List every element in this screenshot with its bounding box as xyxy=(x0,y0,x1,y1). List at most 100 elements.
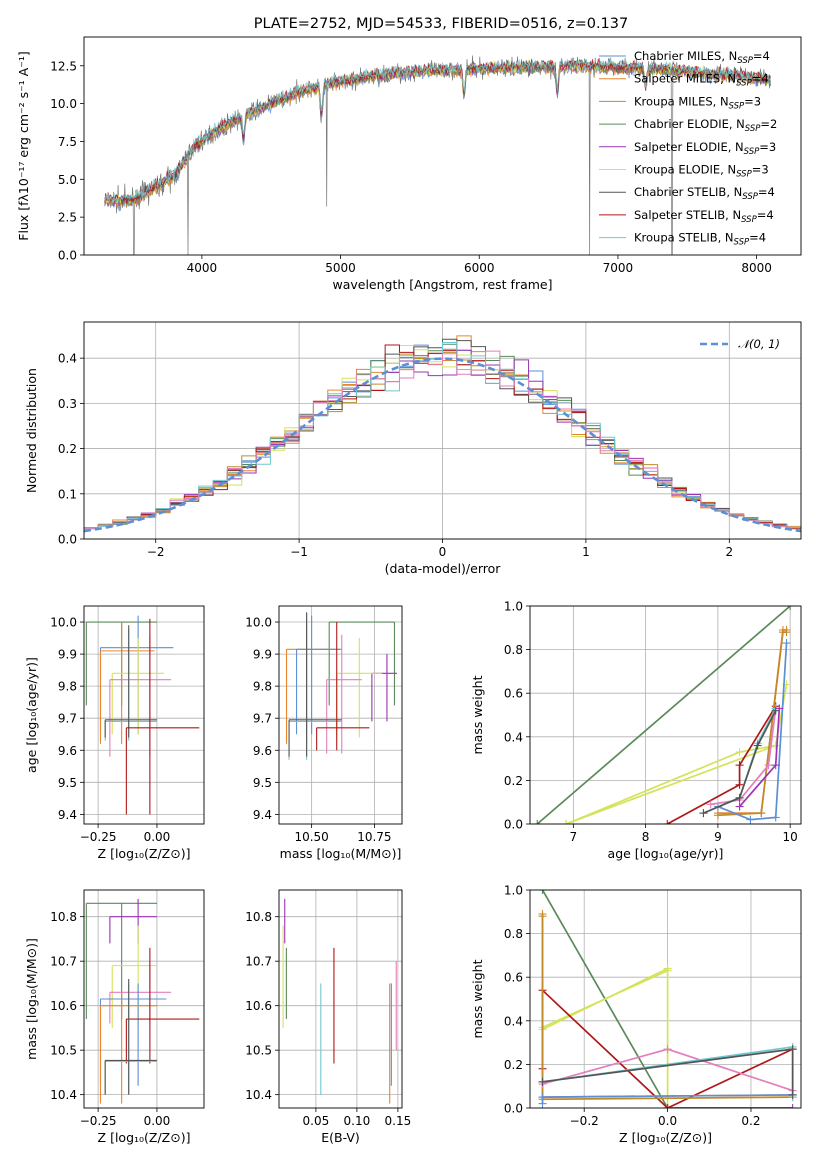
mass-weight-line xyxy=(542,969,668,1029)
age_vs_mass-ytick-label: 9.7 xyxy=(253,712,272,726)
age_vs_Z-plot-area xyxy=(85,615,200,815)
age_vs_Z-ytick-label: 9.4 xyxy=(58,808,77,822)
spectrum-model-line xyxy=(104,58,771,205)
residuals-axes: −2 −1 0 1 2 0.0 0.1 0.2 0.3 0.4 (data-model)/error… xyxy=(24,322,801,576)
mass_vs_Z-xlabel: Z [log₁₀(Z/Z⊙)] xyxy=(98,1130,191,1145)
massweight_vs_Z-plot-area xyxy=(538,890,797,1108)
mass_vs_EBV-ytick-label: 10.4 xyxy=(245,1088,272,1102)
massweight_vs_age-ytick-label: 0.8 xyxy=(504,643,523,657)
mass_vs_EBV-frame xyxy=(278,889,403,1109)
residuals-ytick-label: 0.2 xyxy=(58,442,77,456)
mass_vs_EBV-xlabel: E(B-V) xyxy=(321,1130,360,1145)
mass-weight-line xyxy=(536,606,791,824)
massweight_vs_age-ytick-label: 0.0 xyxy=(504,818,523,832)
residual-histogram xyxy=(84,350,801,539)
mass_vs_EBV-plot-area xyxy=(282,898,397,1104)
spectrum-ytick-label: 10.0 xyxy=(50,97,77,111)
mass_vs_Z-ytick-label: 10.4 xyxy=(50,1088,77,1102)
age_vs_Z-axes: −0.25 0.00 9.4 9.5 9.6 9.7 9.8 9.9 10.0 Z [log₁₀(… xyxy=(24,606,204,861)
legend-entry: Kroupa ELODIE, NSSP=3 xyxy=(634,163,769,180)
mass_vs_EBV-ytick-label: 10.5 xyxy=(245,1044,272,1058)
age_vs_mass-plot-area xyxy=(285,612,397,760)
mass_vs_Z-ytick-label: 10.5 xyxy=(50,1044,77,1058)
massweight_vs_age-xtick-label: 8 xyxy=(642,830,650,844)
spectrum-xtick-label: 4000 xyxy=(187,261,218,275)
residuals-xtick-label: 1 xyxy=(582,545,590,559)
mass-weight-line xyxy=(703,710,777,814)
spectrum-ytick-label: 12.5 xyxy=(50,59,77,73)
mass_vs_Z-frame xyxy=(83,889,205,1109)
massweight_vs_Z-ytick-label: 1.0 xyxy=(504,884,523,898)
mass_vs_EBV-xtick-label: 0.15 xyxy=(385,1114,412,1128)
massweight_vs_Z-frame xyxy=(529,889,802,1109)
spectrum-model-line xyxy=(104,57,771,204)
age_vs_Z-ytick-label: 9.8 xyxy=(58,680,77,694)
massweight_vs_age-plot-area xyxy=(533,606,795,824)
massweight_vs_age-xtick-label: 10 xyxy=(783,830,798,844)
spectrum-xtick-label: 5000 xyxy=(325,261,356,275)
massweight_vs_age-ytick-label: 0.6 xyxy=(504,687,523,701)
mass_vs_Z-ytick-label: 10.7 xyxy=(50,955,77,969)
residuals-xlabel: (data-model)/error xyxy=(385,561,502,576)
age_vs_Z-ytick-label: 9.7 xyxy=(58,712,77,726)
residuals-ytick-label: 0.0 xyxy=(58,533,77,547)
mass_vs_Z-ylabel: mass [log₁₀(M/M⊙)] xyxy=(24,938,39,1060)
massweight_vs_age-ytick-label: 0.2 xyxy=(504,774,523,788)
legend-entry: Salpeter ELODIE, NSSP=3 xyxy=(634,140,776,157)
mass_vs_Z-xtick-label: −0.25 xyxy=(80,1114,117,1128)
spectrum-xtick-label: 7000 xyxy=(603,261,634,275)
age_vs_Z-xtick-label: −0.25 xyxy=(80,830,117,844)
legend-entry: Kroupa MILES, NSSP=3 xyxy=(634,94,761,111)
age_vs_Z-ylabel: age [log₁₀(age/yr)] xyxy=(24,657,39,773)
age_vs_Z-ytick-label: 9.5 xyxy=(58,776,77,790)
massweight_vs_Z-ytick-label: 0.4 xyxy=(504,1014,523,1028)
residuals-xtick-label: −1 xyxy=(290,545,308,559)
residuals-frame xyxy=(83,321,802,540)
mass-weight-line xyxy=(666,705,777,824)
age_vs_Z-xlabel: Z [log₁₀(Z/Z⊙)] xyxy=(98,846,191,861)
mass_vs_EBV-xtick-label: 0.10 xyxy=(344,1114,371,1128)
mass_vs_EBV-ytick-label: 10.7 xyxy=(245,955,272,969)
residuals-plot-area xyxy=(84,335,801,539)
mass_vs_EBV-ytick-label: 10.6 xyxy=(245,999,272,1013)
massweight_vs_age-ylabel: mass weight xyxy=(470,675,485,754)
age_vs_mass-xtick-label: 10.75 xyxy=(357,830,391,844)
spectrum-legend: Chabrier MILES, NSSP=4 Salpeter MILES, NS… xyxy=(599,49,777,248)
mass_vs_Z-xtick-label: 0.00 xyxy=(144,1114,171,1128)
age_vs_Z-frame xyxy=(83,605,205,825)
massweight_vs_Z-ytick-label: 0.6 xyxy=(504,971,523,985)
massweight_vs_age-ytick-label: 0.4 xyxy=(504,730,523,744)
residuals-ytick-label: 0.3 xyxy=(58,397,77,411)
spectrum-ytick-label: 2.5 xyxy=(58,211,77,225)
age_vs_mass-ytick-label: 9.9 xyxy=(253,648,272,662)
mass-weight-line xyxy=(542,967,669,1108)
spectrum-axes: 4000 5000 6000 7000 8000 0.0 2.5 5.0 7.5 10.0 12.5… xyxy=(16,51,772,292)
residuals-ytick-label: 0.1 xyxy=(58,487,77,501)
spectrum-xtick-label: 8000 xyxy=(741,261,772,275)
age_vs_mass-ytick-label: 9.5 xyxy=(253,776,272,790)
spectrum-xlabel: wavelength [Angstrom, rest frame] xyxy=(332,277,552,292)
age_vs_Z-ytick-label: 9.6 xyxy=(58,744,77,758)
residuals-xtick-label: 0 xyxy=(439,545,447,559)
mass_vs_Z-plot-area xyxy=(85,898,200,1104)
age_vs_mass-ytick-label: 9.8 xyxy=(253,680,272,694)
massweight_vs_Z-ytick-label: 0.8 xyxy=(504,927,523,941)
legend-entry: Salpeter MILES, NSSP=4 xyxy=(634,72,769,89)
age_vs_mass-xtick-label: 10.50 xyxy=(294,830,328,844)
mass_vs_EBV-ytick-label: 10.8 xyxy=(245,910,272,924)
massweight_vs_Z-ytick-label: 0.0 xyxy=(504,1102,523,1116)
age_vs_Z-ytick-label: 9.9 xyxy=(58,648,77,662)
age_vs_mass-axes: 10.50 10.75 9.4 9.5 9.6 9.7 9.8 9.9 10.0 mass [lo… xyxy=(245,606,402,861)
legend-entry: Chabrier STELIB, NSSP=4 xyxy=(634,185,775,202)
legend-entry: Salpeter STELIB, NSSP=4 xyxy=(634,208,774,225)
mass_vs_Z-ytick-label: 10.8 xyxy=(50,910,77,924)
massweight_vs_age-xtick-label: 9 xyxy=(714,830,722,844)
spectrum-ytick-label: 5.0 xyxy=(58,173,77,187)
spectrum-frame xyxy=(83,36,802,256)
mass-weight-line xyxy=(710,708,777,806)
age_vs_mass-xlabel: mass [log₁₀(M/M⊙)] xyxy=(280,846,402,861)
normal-curve xyxy=(84,357,801,533)
residual-histogram xyxy=(84,341,801,539)
massweight_vs_Z-xtick-label: 0.2 xyxy=(741,1114,760,1128)
